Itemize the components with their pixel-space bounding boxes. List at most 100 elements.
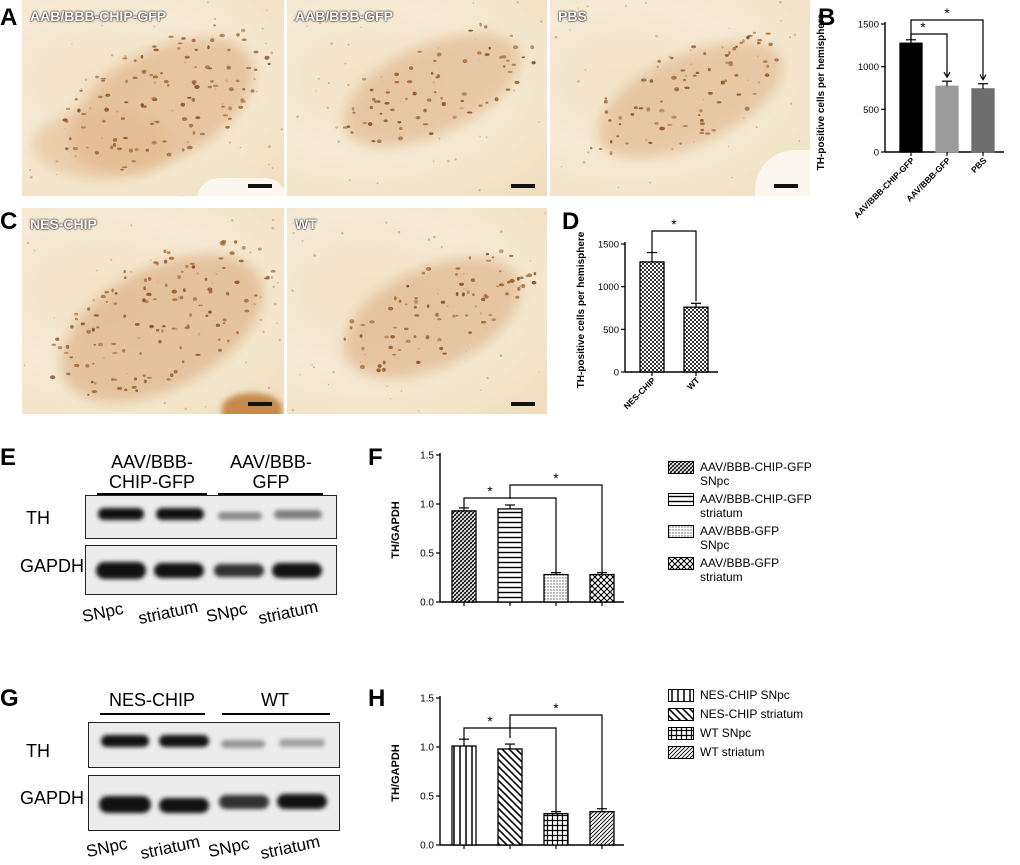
y-tick-label: 0.5 (420, 792, 434, 803)
stained-cell (134, 148, 139, 152)
background-cell (101, 24, 103, 27)
stained-cell (506, 59, 510, 62)
background-cell (462, 273, 465, 275)
stained-cell (238, 105, 244, 109)
background-cell (26, 241, 29, 244)
stained-cell (667, 124, 673, 126)
stained-cell (405, 339, 411, 343)
legend-swatch (668, 746, 694, 759)
blot-group-label: NES-CHIP (108, 690, 195, 710)
background-cell (272, 285, 275, 289)
background-cell (337, 140, 340, 143)
legend-label: AAV/BBB-GFP striatum (700, 556, 780, 584)
stained-cell (116, 386, 123, 390)
background-cell (271, 226, 275, 230)
background-cell (273, 302, 277, 306)
stained-cell (711, 129, 717, 132)
background-cell (359, 360, 362, 363)
background-cell (71, 43, 73, 45)
stained-cell (191, 97, 195, 102)
stained-cell (342, 126, 348, 129)
band (218, 512, 262, 520)
stained-cell (186, 96, 192, 99)
background-cell (177, 296, 181, 299)
stained-cell (379, 112, 383, 115)
stained-cell (428, 132, 434, 136)
background-cell (671, 148, 674, 151)
th-blot (88, 722, 340, 768)
stained-cell (470, 278, 476, 282)
stained-cell (752, 93, 757, 95)
bar (971, 88, 995, 153)
background-cell (221, 102, 224, 105)
stained-cell (186, 324, 190, 329)
stained-cell (477, 51, 482, 55)
legend-label: WT striatum (700, 745, 765, 759)
stained-cell (608, 119, 612, 122)
stained-cell (368, 122, 373, 127)
background-cell (479, 312, 482, 315)
background-cell (463, 287, 466, 290)
background-cell (472, 2, 475, 4)
stained-cell (111, 377, 114, 382)
background-cell (266, 9, 268, 12)
stained-cell (49, 375, 56, 380)
bar (935, 85, 959, 153)
background-cell (291, 408, 294, 412)
stained-cell (241, 245, 246, 250)
stained-cell (166, 251, 171, 255)
stained-cell (267, 62, 271, 66)
background-cell (360, 26, 362, 29)
y-tick-label: 1.5 (420, 451, 434, 462)
background-cell (529, 260, 531, 262)
group-underline (97, 493, 207, 495)
background-cell (175, 327, 178, 331)
background-cell (267, 145, 271, 149)
significance-bracket (651, 230, 697, 302)
stained-cell (413, 305, 417, 309)
stained-cell (462, 59, 468, 64)
stained-cell (123, 269, 126, 274)
background-cell (92, 298, 96, 302)
band (214, 564, 264, 577)
y-tick-label: 0.0 (420, 841, 434, 852)
background-cell (326, 106, 329, 109)
stained-cell (376, 368, 381, 373)
stained-cell (394, 80, 400, 84)
stained-cell (234, 280, 240, 285)
stained-cell (162, 140, 167, 143)
background-cell (259, 318, 263, 322)
stained-cell (648, 141, 653, 144)
stained-cell (213, 24, 216, 27)
background-cell (327, 384, 330, 386)
stained-cell (413, 299, 419, 304)
stained-cell (485, 252, 489, 256)
stained-cell (707, 67, 711, 72)
stained-cell (124, 388, 128, 392)
background-cell (196, 272, 199, 275)
background-cell (276, 281, 279, 284)
legend-swatch-rect (669, 558, 693, 569)
stained-cell (503, 65, 506, 68)
stained-cell (369, 320, 375, 324)
background-cell (474, 39, 476, 41)
background-cell (171, 109, 174, 112)
background-cell (479, 135, 481, 138)
stained-cell (152, 75, 159, 79)
background-cell (685, 74, 688, 78)
stained-cell (398, 299, 402, 303)
stained-cell (236, 33, 240, 37)
stained-cell (350, 131, 354, 134)
stained-cell (377, 364, 382, 368)
stained-cell (442, 352, 447, 355)
background-cell (253, 303, 256, 306)
background-cell (186, 140, 190, 144)
stained-cell (166, 152, 172, 157)
stained-cell (630, 113, 635, 116)
stained-cell (160, 72, 163, 75)
micrograph-label: AAB/BBB-CHIP-GFP (30, 8, 167, 24)
background-cell (380, 76, 383, 78)
background-cell (157, 281, 159, 283)
stained-cell (638, 107, 644, 110)
stained-cell (204, 277, 208, 281)
